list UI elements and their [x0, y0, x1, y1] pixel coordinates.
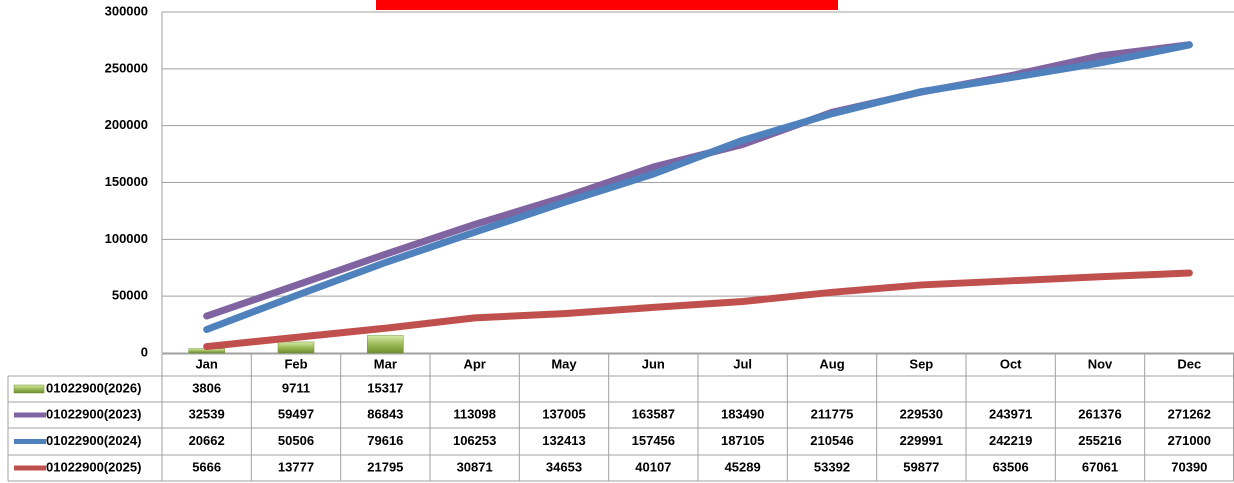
table-cell: 53392 — [814, 459, 850, 474]
table-cell: 86843 — [367, 406, 403, 421]
x-tick-label: May — [551, 356, 577, 371]
table-cell: 79616 — [367, 433, 403, 448]
table-cell: 271262 — [1168, 406, 1211, 421]
table-cell: 50506 — [278, 433, 314, 448]
table-cell: 70390 — [1171, 459, 1207, 474]
legend-label: 01022900(2026) — [46, 380, 141, 395]
table-cell: 45289 — [725, 459, 761, 474]
y-tick-label: 150000 — [105, 174, 148, 189]
table-cell: 67061 — [1082, 459, 1118, 474]
table-cell: 229991 — [900, 433, 943, 448]
x-tick-label: Feb — [284, 356, 307, 371]
x-tick-label: Oct — [1000, 356, 1022, 371]
table-cell: 113098 — [453, 406, 496, 421]
title-banner — [376, 0, 838, 10]
x-tick-label: Apr — [463, 356, 485, 371]
table-cell: 21795 — [367, 459, 403, 474]
x-tick-label: Dec — [1177, 356, 1201, 371]
table-cell: 30871 — [457, 459, 493, 474]
legend-label: 01022900(2025) — [46, 459, 141, 474]
table-cell: 261376 — [1078, 406, 1121, 421]
table-cell: 5666 — [192, 459, 221, 474]
y-tick-label: 200000 — [105, 117, 148, 132]
y-tick-label: 100000 — [105, 231, 148, 246]
table-cell: 255216 — [1078, 433, 1121, 448]
table-cell: 211775 — [811, 406, 854, 421]
bar — [367, 335, 404, 354]
table-cell: 63506 — [993, 459, 1029, 474]
table-cell: 132413 — [542, 433, 585, 448]
table-cell: 210546 — [810, 433, 853, 448]
table-cell: 59497 — [278, 406, 314, 421]
table-cell: 34653 — [546, 459, 582, 474]
x-tick-label: Sep — [909, 356, 933, 371]
table-cell: 242219 — [989, 433, 1032, 448]
table-cell: 59877 — [903, 459, 939, 474]
table-cell: 40107 — [635, 459, 671, 474]
table-cell: 106253 — [453, 433, 496, 448]
y-tick-label: 250000 — [105, 60, 148, 75]
table-cell: 271000 — [1168, 433, 1211, 448]
x-tick-label: Jun — [642, 356, 665, 371]
table-cell: 157456 — [632, 433, 675, 448]
table-cell: 15317 — [367, 380, 403, 395]
x-tick-label: Jan — [195, 356, 217, 371]
table-cell: 3806 — [192, 380, 221, 395]
y-tick-label: 50000 — [112, 288, 148, 303]
x-tick-label: Aug — [819, 356, 844, 371]
table-cell: 9711 — [282, 380, 310, 395]
table-cell: 229530 — [900, 406, 943, 421]
table-cell: 187105 — [721, 433, 764, 448]
y-tick-label: 0 — [141, 344, 148, 359]
table-cell: 183490 — [721, 406, 764, 421]
table-cell: 243971 — [989, 406, 1032, 421]
legend-label: 01022900(2024) — [46, 433, 141, 448]
line-series — [203, 269, 1193, 351]
x-tick-label: Jul — [733, 356, 752, 371]
table-cell: 13777 — [278, 459, 314, 474]
table-cell: 32539 — [189, 406, 225, 421]
legend-swatch — [13, 384, 45, 394]
y-tick-label: 300000 — [105, 3, 148, 18]
line-series — [203, 41, 1193, 334]
bar — [277, 341, 315, 354]
x-tick-label: Mar — [374, 356, 397, 371]
legend-label: 01022900(2023) — [46, 406, 141, 421]
table-cell: 137005 — [542, 406, 585, 421]
x-tick-label: Nov — [1088, 356, 1113, 371]
table-cell: 163587 — [632, 406, 675, 421]
table-cell: 20662 — [189, 433, 225, 448]
